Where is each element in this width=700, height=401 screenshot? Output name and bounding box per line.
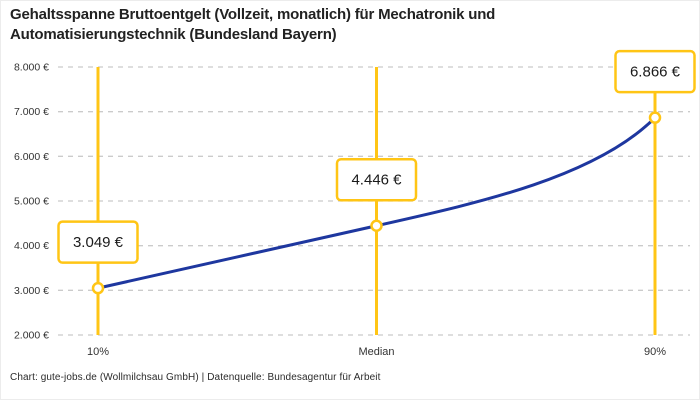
- data-point-marker[interactable]: [648, 111, 662, 124]
- value-label: 4.446 €: [351, 172, 402, 189]
- y-axis-tick-label: 5.000 €: [14, 196, 49, 208]
- data-point-marker[interactable]: [91, 281, 105, 295]
- data-point-marker[interactable]: [370, 219, 383, 232]
- value-label-box: [614, 49, 696, 94]
- x-axis-tick-label: Median: [358, 346, 394, 358]
- value-label-box: [57, 220, 139, 264]
- x-axis-tick-label: 10%: [87, 346, 109, 358]
- value-label: 3.049 €: [73, 234, 124, 251]
- value-label: 6.866 €: [630, 64, 681, 81]
- y-axis-tick-label: 2.000 €: [14, 330, 49, 342]
- y-axis-tick-label: 4.000 €: [14, 240, 49, 252]
- chart-source-credit: Chart: gute-jobs.de (Wollmilchsau GmbH) …: [10, 372, 381, 383]
- y-axis-tick-label: 3.000 €: [14, 285, 49, 297]
- y-axis-tick-label: 8.000 €: [14, 62, 49, 74]
- value-label-box: [335, 157, 418, 202]
- y-axis-tick-label: 7.000 €: [14, 106, 49, 118]
- x-axis-tick-label: 90%: [644, 346, 666, 358]
- chart-title: Gehaltsspanne Bruttoentgelt (Vollzeit, m…: [10, 6, 496, 43]
- y-axis-tick-label: 6.000 €: [14, 151, 49, 163]
